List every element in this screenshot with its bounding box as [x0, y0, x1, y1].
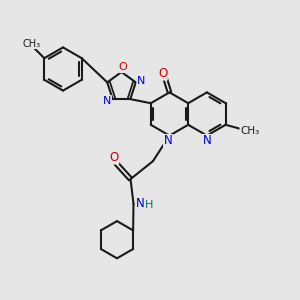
Text: CH₃: CH₃ [240, 126, 259, 136]
Text: N: N [164, 134, 172, 148]
Text: N: N [136, 196, 145, 210]
Text: O: O [158, 67, 167, 80]
Text: O: O [110, 151, 118, 164]
Text: CH₃: CH₃ [22, 38, 40, 49]
Text: N: N [103, 96, 112, 106]
Text: O: O [118, 62, 127, 73]
Text: H: H [145, 200, 153, 210]
Text: N: N [202, 134, 211, 148]
Text: N: N [137, 76, 146, 86]
